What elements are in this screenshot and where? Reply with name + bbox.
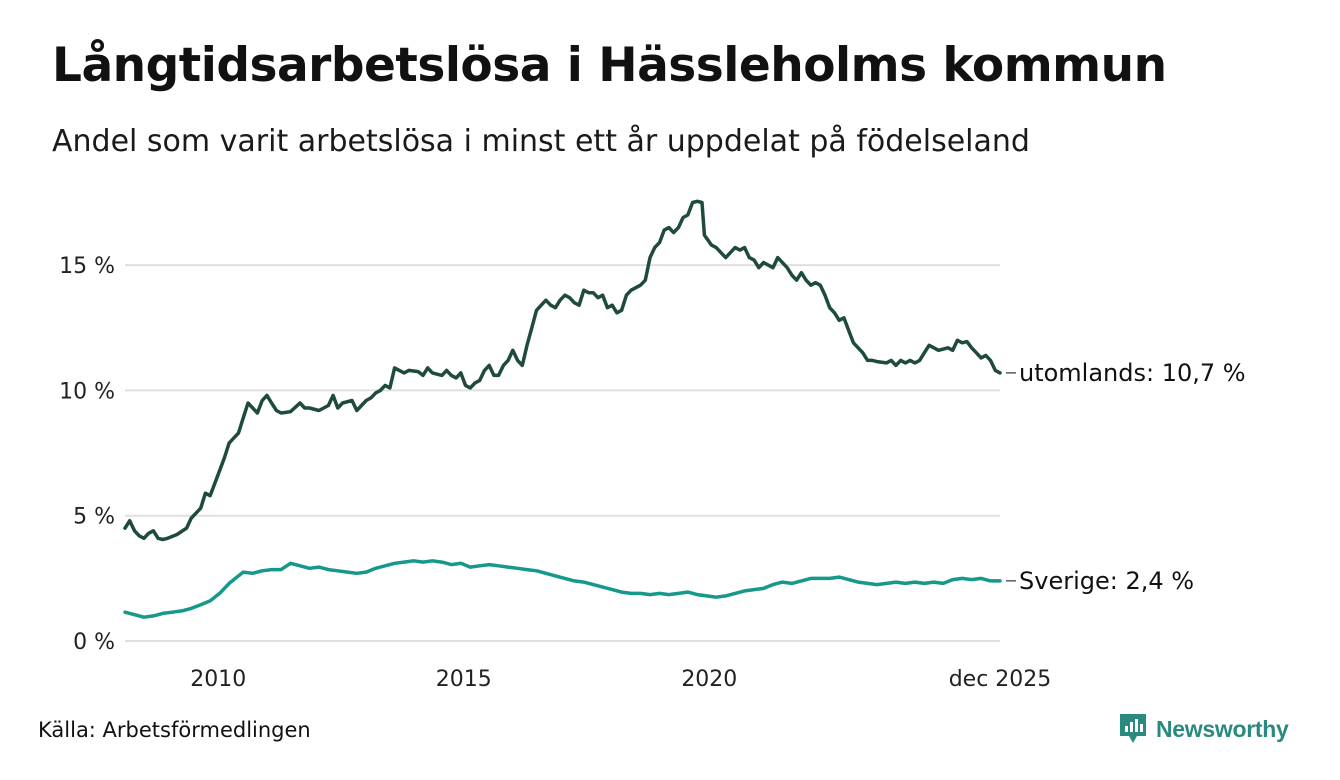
series-line-utomlands xyxy=(123,199,1002,542)
x-tick-label: 2020 xyxy=(681,667,737,692)
end-label-sverige: Sverige: 2,4 % xyxy=(1019,567,1194,595)
series-lines xyxy=(123,199,1002,619)
y-tick-label: 15 % xyxy=(59,254,115,279)
brand-logo[interactable]: Newsworthy xyxy=(1118,712,1289,746)
y-tick-label: 10 % xyxy=(59,379,115,404)
end-label-utomlands: utomlands: 10,7 % xyxy=(1019,359,1246,387)
x-tick-label: dec 2025 xyxy=(949,667,1052,692)
y-tick-label: 5 % xyxy=(73,505,115,530)
chart-title: Långtidsarbetslösa i Hässleholms kommun xyxy=(52,38,1167,93)
x-axis: 2010 2015 2020 dec 2025 xyxy=(190,667,1051,692)
series-line-sverige xyxy=(123,559,1002,619)
x-tick-label: 2010 xyxy=(190,667,246,692)
end-labels: utomlands: 10,7 % Sverige: 2,4 % xyxy=(1006,359,1246,595)
newsworthy-logo-icon xyxy=(1120,714,1146,743)
y-tick-label: 0 % xyxy=(73,630,115,655)
brand-name: Newsworthy xyxy=(1156,715,1289,742)
source-note: Källa: Arbetsförmedlingen xyxy=(38,718,311,742)
x-tick-label: 2015 xyxy=(436,667,492,692)
chart-subtitle: Andel som varit arbetslösa i minst ett å… xyxy=(52,124,1030,159)
grid-lines xyxy=(125,264,1000,642)
y-axis: 0 % 5 % 10 % 15 % xyxy=(59,254,115,655)
